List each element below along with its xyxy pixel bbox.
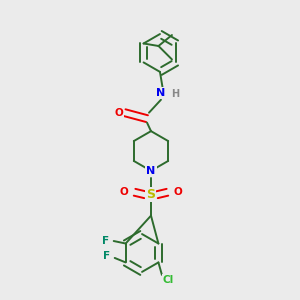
Text: O: O (114, 108, 123, 118)
Text: O: O (119, 187, 128, 197)
Text: F: F (103, 251, 110, 262)
Text: S: S (146, 188, 155, 201)
Text: N: N (146, 166, 156, 176)
Text: N: N (156, 88, 166, 98)
Text: F: F (102, 236, 109, 246)
Text: Cl: Cl (163, 275, 174, 285)
Text: O: O (174, 187, 183, 197)
Text: H: H (171, 89, 179, 99)
